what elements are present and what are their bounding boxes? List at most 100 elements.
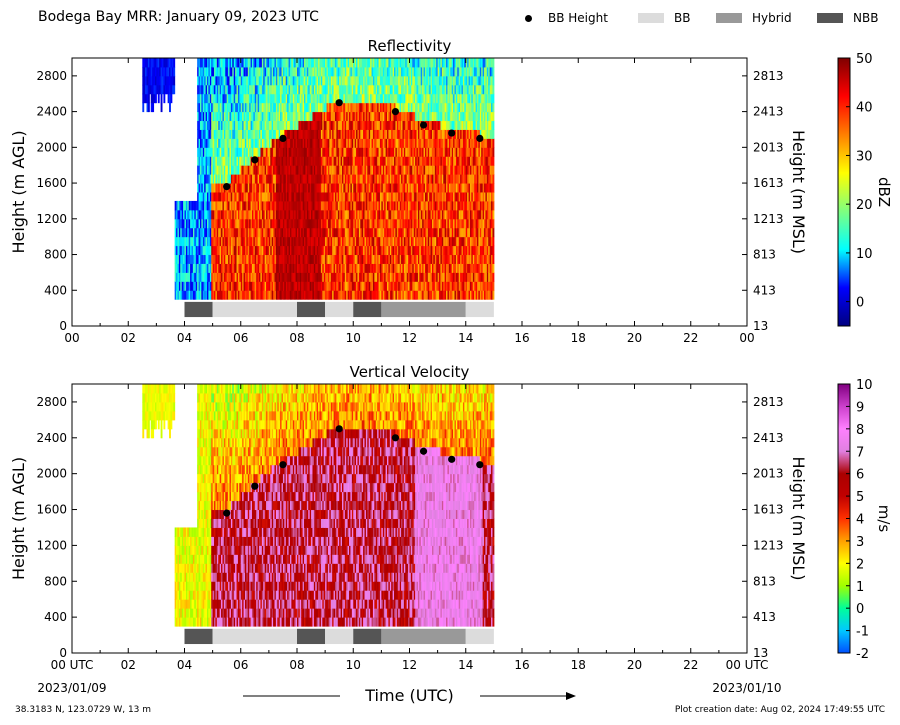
colorbar-tick-label: 10 bbox=[856, 247, 873, 262]
y-axis-label: Height (m AGL) bbox=[9, 457, 28, 580]
segment-bb bbox=[325, 628, 354, 645]
panel-title: Vertical Velocity bbox=[350, 363, 470, 381]
bb-height-point bbox=[419, 121, 428, 129]
x-tick-label: 20 bbox=[627, 331, 642, 345]
colorbar-tick-label: 8 bbox=[856, 423, 864, 438]
y-tick-label: 0 bbox=[59, 646, 67, 660]
y-tick-label: 1600 bbox=[36, 503, 67, 517]
nbb-swatch-icon bbox=[817, 13, 843, 23]
legend-label: NBB bbox=[853, 11, 879, 25]
x-tick-label: 12 bbox=[402, 331, 417, 345]
panel-title: Reflectivity bbox=[368, 37, 452, 55]
heatmap-field bbox=[142, 384, 495, 627]
y-right-tick-label: 813 bbox=[753, 248, 776, 262]
segment-bb bbox=[465, 301, 494, 318]
station-location: 38.3183 N, 123.0729 W, 13 m bbox=[15, 705, 152, 715]
x-tick-label: 00 UTC bbox=[51, 658, 94, 672]
bb-height-point bbox=[448, 455, 456, 463]
bb-height-point bbox=[391, 434, 400, 442]
y-right-tick-label: 2413 bbox=[753, 105, 784, 119]
y-right-axis-label: Height (m MSL) bbox=[789, 456, 808, 580]
y-right-tick-label: 1213 bbox=[753, 538, 784, 552]
bb-height-point bbox=[476, 461, 484, 469]
segment-hybrid bbox=[381, 301, 466, 318]
x-tick-label: 06 bbox=[233, 658, 248, 672]
x-tick-label: 04 bbox=[177, 658, 192, 672]
x-tick-label: 20 bbox=[627, 658, 642, 672]
x-tick-label: 08 bbox=[289, 331, 304, 345]
colorbar-tick-label: 10 bbox=[856, 378, 873, 393]
y-right-tick-label: 413 bbox=[753, 283, 776, 297]
bb-swatch-icon bbox=[638, 13, 664, 23]
colorbar-tick-label: 9 bbox=[856, 400, 864, 415]
segment-bb bbox=[465, 628, 494, 645]
y-tick-label: 1600 bbox=[36, 176, 67, 190]
bb-height-point bbox=[448, 129, 456, 137]
legend-label: BB bbox=[674, 11, 691, 25]
y-tick-label: 2400 bbox=[36, 105, 67, 119]
colorbar-tick-label: -2 bbox=[856, 647, 869, 662]
y-right-tick-label: 2013 bbox=[753, 140, 784, 154]
y-tick-label: 2800 bbox=[36, 69, 67, 83]
page-title: Bodega Bay MRR: January 09, 2023 UTC bbox=[38, 9, 319, 25]
colorbar-tick-label: 5 bbox=[856, 490, 864, 505]
y-tick-label: 400 bbox=[44, 610, 67, 624]
colorbar bbox=[837, 57, 851, 327]
segment-bb bbox=[212, 628, 297, 645]
hybrid-swatch-icon bbox=[716, 13, 742, 23]
colorbar-tick-label: -1 bbox=[856, 625, 869, 640]
bb-height-point bbox=[223, 509, 231, 517]
legend-label: BB Height bbox=[548, 11, 608, 25]
y-tick-label: 2000 bbox=[36, 467, 67, 481]
bb-height-marker-icon bbox=[525, 14, 532, 22]
x-tick-label: 14 bbox=[458, 658, 473, 672]
legend-item-bb: BB bbox=[638, 11, 690, 25]
x-tick-label: 22 bbox=[683, 331, 698, 345]
bb-height-point bbox=[419, 447, 428, 455]
y-right-tick-label: 13 bbox=[753, 319, 768, 333]
bb-height-point bbox=[335, 99, 343, 107]
bright-band-segments bbox=[184, 301, 494, 318]
colorbar-tick-label: 50 bbox=[856, 52, 873, 67]
legend-item-bb-height: BB Height bbox=[520, 11, 608, 25]
bb-height-point bbox=[391, 108, 400, 116]
y-tick-label: 2800 bbox=[36, 395, 67, 409]
y-right-tick-label: 2013 bbox=[753, 467, 784, 481]
arrow-head-icon bbox=[566, 692, 576, 700]
colorbar-tick-label: 6 bbox=[856, 468, 864, 483]
x-tick-label: 12 bbox=[402, 658, 417, 672]
x-tick-label: 18 bbox=[571, 658, 586, 672]
colorbar-tick-label: 7 bbox=[856, 445, 864, 460]
y-right-tick-label: 2813 bbox=[753, 395, 784, 409]
bright-band-segments bbox=[184, 628, 494, 645]
x-tick-label: 10 bbox=[346, 658, 361, 672]
y-tick-label: 800 bbox=[44, 248, 67, 262]
bb-height-point bbox=[251, 482, 259, 490]
segment-nbb bbox=[184, 628, 213, 645]
colorbar-tick-label: 0 bbox=[856, 602, 864, 617]
y-tick-label: 2000 bbox=[36, 140, 67, 154]
segment-nbb bbox=[184, 301, 213, 318]
x-date-right: 2023/01/10 bbox=[712, 681, 781, 695]
x-tick-label: 16 bbox=[514, 658, 529, 672]
legend-label: Hybrid bbox=[752, 11, 792, 25]
colorbar-tick-label: 4 bbox=[856, 513, 864, 528]
colorbar-tick-label: 20 bbox=[856, 198, 873, 213]
colorbar-tick-label: 1 bbox=[856, 580, 864, 595]
heatmap-field bbox=[142, 58, 495, 300]
segment-nbb bbox=[297, 628, 326, 645]
x-tick-label: 02 bbox=[121, 331, 136, 345]
bb-height-point bbox=[335, 425, 343, 433]
y-right-tick-label: 1213 bbox=[753, 212, 784, 226]
legend-item-nbb: NBB bbox=[817, 11, 878, 25]
x-tick-label: 04 bbox=[177, 331, 192, 345]
bb-height-point bbox=[279, 134, 287, 142]
plot-creation-date: Plot creation date: Aug 02, 2024 17:49:5… bbox=[674, 705, 885, 715]
bb-height-point bbox=[223, 183, 231, 191]
y-tick-label: 0 bbox=[59, 319, 67, 333]
y-tick-label: 2400 bbox=[36, 431, 67, 445]
y-right-tick-label: 1613 bbox=[753, 176, 784, 190]
y-right-tick-label: 1613 bbox=[753, 503, 784, 517]
colorbar-label: m/s bbox=[875, 505, 893, 533]
